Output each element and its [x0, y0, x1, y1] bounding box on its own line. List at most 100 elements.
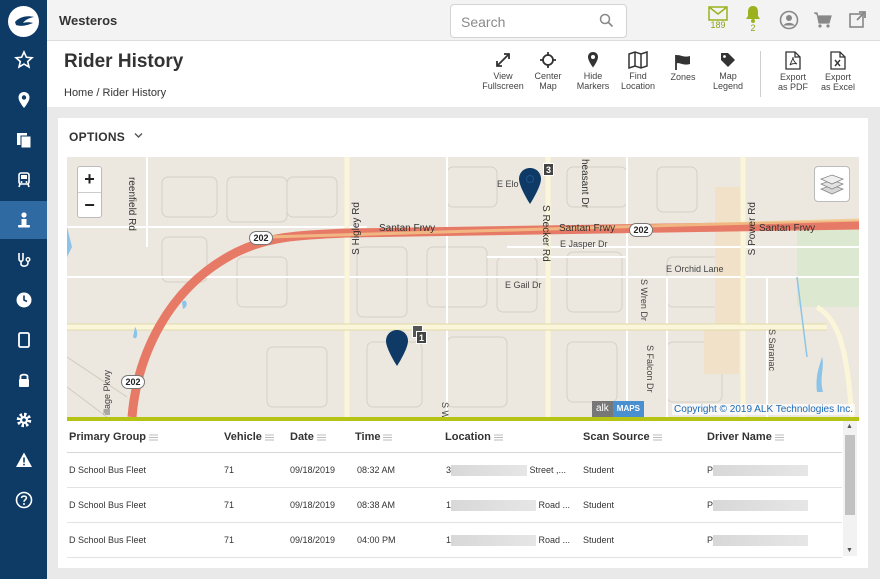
alk-maps-logo: alk MAPS [592, 401, 644, 417]
column-header-time[interactable]: Time [355, 431, 393, 443]
cart-button[interactable] [813, 11, 833, 29]
road-label: heasant Dr [579, 159, 590, 208]
find-location-button[interactable]: Find Location [614, 51, 662, 91]
search-icon[interactable] [599, 13, 614, 28]
cell-primary-group: D School Bus Fleet [69, 535, 147, 545]
map-view[interactable]: reenfield Rd S Higley Rd S Recker Rd hea… [67, 157, 859, 417]
export-pdf-button[interactable]: Export as PDF [769, 51, 817, 92]
options-toggle[interactable]: OPTIONS [69, 130, 126, 144]
user-icon [779, 10, 799, 30]
nav-reports[interactable] [0, 121, 47, 159]
cell-primary-group: D School Bus Fleet [69, 465, 147, 475]
nav-favorites[interactable] [0, 41, 47, 79]
cell-location: 3 Street ,... [446, 465, 566, 477]
alerts-button[interactable]: 2 [744, 4, 762, 33]
tool-label-line1: Export [824, 72, 851, 82]
zoom-out-button[interactable]: − [78, 192, 101, 217]
app-logo[interactable] [8, 6, 39, 37]
column-menu-icon[interactable] [316, 434, 326, 441]
column-header-primary-group[interactable]: Primary Group [69, 431, 159, 443]
cell-primary-group: D School Bus Fleet [69, 500, 147, 510]
layers-icon [819, 174, 845, 195]
nav-history[interactable] [0, 281, 47, 319]
tool-label-line2: Legend [712, 81, 744, 91]
org-name: Westeros [59, 13, 118, 28]
nav-vehicles[interactable] [0, 161, 47, 199]
column-header-label: Scan Source [583, 431, 650, 443]
messages-count: 189 [710, 20, 726, 30]
external-link-icon [849, 11, 866, 28]
messages-button[interactable]: 189 [708, 6, 728, 30]
tool-label-line1: Find [629, 71, 647, 81]
column-menu-icon[interactable] [264, 434, 274, 441]
column-menu-icon[interactable] [774, 434, 784, 441]
cell-time: 04:00 PM [357, 535, 396, 545]
envelope-icon [708, 6, 728, 21]
cell-vehicle: 71 [224, 535, 235, 545]
scroll-up-arrow[interactable]: ▲ [846, 423, 853, 430]
scroll-down-arrow[interactable]: ▼ [846, 547, 853, 554]
page-header: Rider History Home / Rider History View … [47, 41, 880, 107]
search-input[interactable]: Search [461, 14, 506, 30]
column-header-vehicle[interactable]: Vehicle [224, 431, 274, 443]
nav-devices[interactable] [0, 321, 47, 359]
column-menu-icon[interactable] [149, 434, 159, 441]
map-copyright[interactable]: Copyright © 2019 ALK Technologies Inc. [672, 404, 855, 415]
rider-location-marker[interactable] [385, 329, 409, 367]
table-row[interactable]: D School Bus Fleet 71 09/18/2019 04:00 P… [67, 523, 842, 558]
nav-security[interactable] [0, 361, 47, 399]
cell-date: 09/18/2019 [290, 500, 336, 510]
chevron-down-icon[interactable] [134, 132, 143, 139]
street-label: illage Pkwy [102, 369, 112, 415]
tool-label-line1: Center [534, 71, 562, 81]
nav-location[interactable] [0, 81, 47, 119]
center-map-button[interactable]: Center Map [524, 51, 572, 91]
column-menu-icon[interactable] [383, 434, 393, 441]
zones-button[interactable]: Zones [659, 54, 707, 82]
tool-label-line1: Hide [583, 71, 603, 81]
column-header-scan-source[interactable]: Scan Source [583, 431, 662, 443]
column-header-date[interactable]: Date [290, 431, 326, 443]
street-label: S Saranac [767, 329, 777, 372]
column-menu-icon[interactable] [652, 434, 662, 441]
export-excel-button[interactable]: Export as Excel [814, 51, 862, 92]
user-button[interactable] [779, 10, 799, 30]
breadcrumb-home[interactable]: Home [64, 87, 94, 99]
nav-settings[interactable] [0, 401, 47, 439]
table-row[interactable]: D School Bus Fleet 71 09/18/2019 08:38 A… [67, 488, 842, 523]
zoom-in-button[interactable]: + [84, 169, 95, 189]
tool-label-line2: as PDF [777, 82, 808, 92]
nav-riders[interactable] [0, 201, 47, 239]
pdf-file-icon [785, 51, 801, 70]
tool-label-line2: Markers [576, 81, 610, 91]
column-header-location[interactable]: Location [445, 431, 503, 443]
external-link-button[interactable] [848, 10, 867, 29]
column-header-label: Primary Group [69, 431, 147, 443]
breadcrumb-current: Rider History [102, 87, 167, 99]
alk-logo-text: alk [592, 401, 613, 417]
breadcrumb-separator: / [96, 87, 100, 99]
location-prefix: 1 [446, 535, 452, 545]
column-header-driver-name[interactable]: Driver Name [707, 431, 784, 443]
street-label: E Elo [497, 179, 519, 189]
table-scrollbar[interactable]: ▲ ▼ [843, 421, 857, 556]
search-box[interactable]: Search [450, 4, 627, 38]
view-fullscreen-button[interactable]: View Fullscreen [479, 51, 527, 91]
top-bar: Westeros Search 189 2 [47, 0, 880, 41]
map-layers-button[interactable] [814, 166, 850, 202]
warning-icon [15, 452, 32, 467]
nav-help[interactable] [0, 481, 47, 519]
rider-location-marker[interactable] [518, 167, 542, 205]
column-menu-icon[interactable] [493, 434, 503, 441]
nav-health[interactable] [0, 241, 47, 279]
header-divider [67, 452, 842, 453]
scroll-thumb[interactable] [845, 435, 855, 515]
nav-alerts[interactable] [0, 441, 47, 479]
map-icon [628, 51, 648, 69]
hide-markers-button[interactable]: Hide Markers [569, 51, 617, 91]
table-row[interactable]: D School Bus Fleet 71 09/18/2019 08:32 A… [67, 453, 842, 488]
cell-location: 1 Road ... [446, 535, 570, 547]
cell-time: 08:38 AM [357, 500, 396, 510]
map-legend-button[interactable]: Map Legend [704, 51, 752, 91]
help-icon [15, 491, 32, 509]
